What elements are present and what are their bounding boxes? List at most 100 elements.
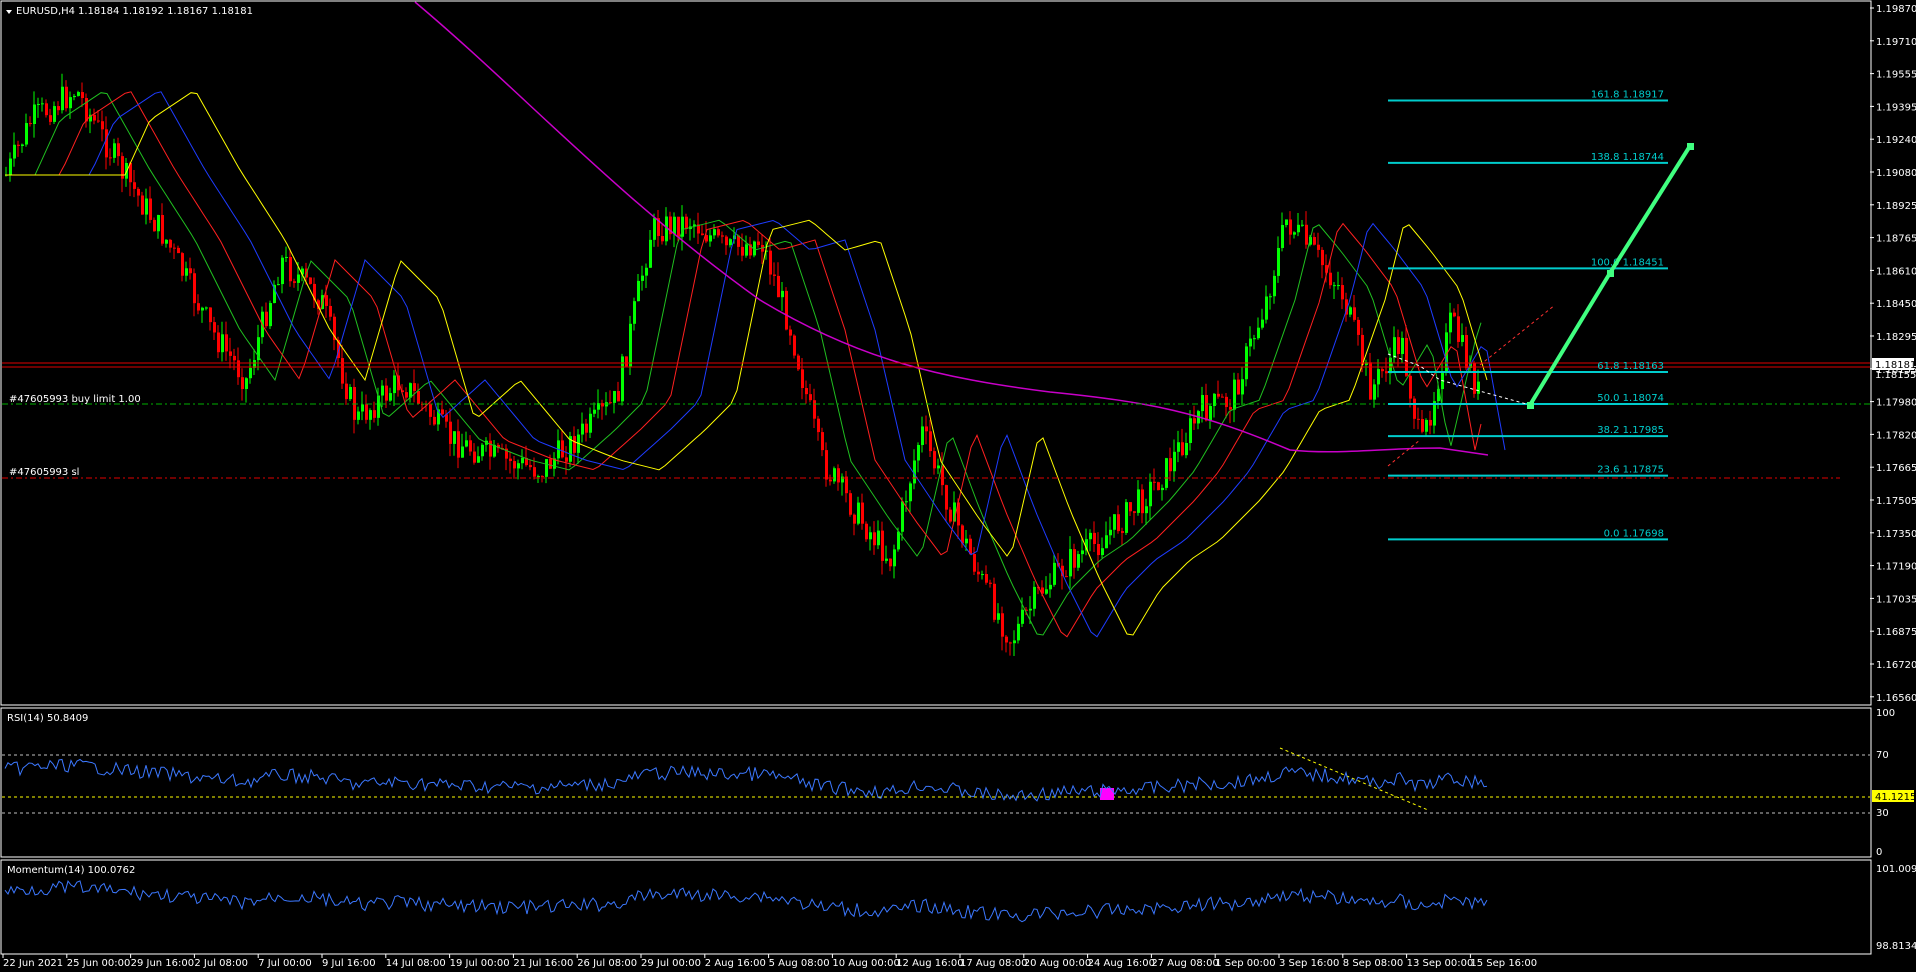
candle-body [525,457,528,466]
rsi-marker-value: 41.1215 [1875,792,1916,803]
fibonacci-levels[interactable]: 261.8 1.19671TP@ 2001.19205161.8 1.18917… [1388,0,1668,541]
candle-body [477,456,480,463]
candle-body [1405,337,1408,376]
candle-body [597,403,600,410]
candle-body [1353,307,1356,320]
candle-body [601,403,604,407]
candle-body [249,367,252,379]
candle-body [353,387,356,420]
momentum-line [4,879,1488,923]
candle-body [349,387,352,400]
candle-body [1025,609,1028,611]
candle-body [1137,489,1140,513]
candle-body [1257,327,1260,339]
candle-body [1121,531,1124,533]
candle-body [621,356,624,402]
candle-body [793,335,796,356]
candle-body [65,86,68,109]
candle-body [1085,539,1088,551]
candle-body [97,120,100,122]
candle-body [657,218,660,237]
candle-body [1421,418,1424,432]
ohlc-readout: 1.18184 1.18192 1.18167 1.18181 [78,6,253,17]
time-label: 29 Jun 16:00 [131,958,195,969]
projection-point-start[interactable] [1527,402,1534,409]
candle-body [881,530,884,561]
candle-body [941,465,944,486]
candle-body [701,233,704,236]
candle-body [1061,565,1064,577]
fib-level-label: 23.6 1.17875 [1597,465,1664,476]
candle-body [869,532,872,540]
candle-body [89,114,92,122]
candle-body [209,307,212,323]
candle-body [1469,363,1472,369]
price-label: 1.17035 [1876,594,1916,605]
candle-body [1413,398,1416,419]
candle-body [977,571,980,575]
candle-body [77,92,80,96]
candle-body [373,410,376,418]
candle-body [573,436,576,453]
candle-body [1301,224,1304,226]
candle-body [805,388,808,395]
candle-body [789,329,792,336]
candle-body [445,414,448,422]
candle-body [709,235,712,242]
candle-body [85,98,88,122]
candle-body [1029,608,1032,611]
projection-point-end[interactable] [1687,143,1694,150]
candle-body [133,182,136,189]
candle-body [909,483,912,502]
candle-body [1105,535,1108,549]
fib-level-label: 50.0 1.18074 [1597,393,1664,404]
candle-body [1249,338,1252,347]
candle-body [741,246,744,256]
candle-body [1045,589,1048,594]
candle-body [1285,219,1288,226]
candle-body [561,440,564,458]
current-price-tag [1872,358,1914,370]
candle-body [457,431,460,458]
candle-body [1185,442,1188,456]
candle-body [181,253,184,276]
candle-body [1117,514,1120,532]
candle-body [1473,363,1476,394]
candle-body [1389,357,1392,374]
candle-body [497,444,500,449]
candle-body [785,290,788,330]
candle-body [1049,584,1052,590]
projection-point-mid[interactable] [1607,270,1614,277]
candle-body [673,216,676,235]
candle-body [1349,307,1352,315]
candle-body [1409,375,1412,399]
candle-body [237,360,240,378]
candle-body [985,574,988,583]
candle-body [641,275,644,281]
time-label: 13 Sep 00:00 [1407,958,1474,969]
momentum-high-label: 101.0092 [1876,864,1916,875]
chart-menu-icon[interactable] [6,10,12,14]
time-label: 27 Aug 08:00 [1151,958,1218,969]
time-label: 24 Aug 16:00 [1088,958,1155,969]
candle-body [61,86,64,111]
candle-body [369,410,372,420]
candle-body [1129,502,1132,512]
price-label: 1.17980 [1876,398,1916,409]
candle-body [385,385,388,401]
candle-body [581,423,584,435]
candle-body [865,523,868,540]
candle-body [653,218,656,240]
time-label: 2 Jul 08:00 [194,958,248,969]
candle-body [877,530,880,546]
price-label: 1.16720 [1876,660,1916,671]
candle-body [341,358,344,384]
candle-body [1241,379,1244,395]
candle-body [137,188,140,196]
candle-body [1153,481,1156,483]
candle-body [225,334,228,352]
candle-body [969,538,972,554]
candle-body [1013,640,1016,644]
candle-body [861,502,864,524]
